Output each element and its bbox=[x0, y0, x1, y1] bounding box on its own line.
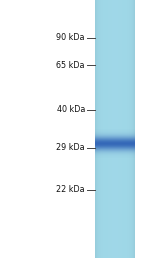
Text: 29 kDa: 29 kDa bbox=[56, 143, 85, 152]
Text: 90 kDa: 90 kDa bbox=[56, 34, 85, 43]
Text: 40 kDa: 40 kDa bbox=[57, 106, 85, 115]
Text: 22 kDa: 22 kDa bbox=[56, 186, 85, 195]
Text: 65 kDa: 65 kDa bbox=[56, 60, 85, 69]
